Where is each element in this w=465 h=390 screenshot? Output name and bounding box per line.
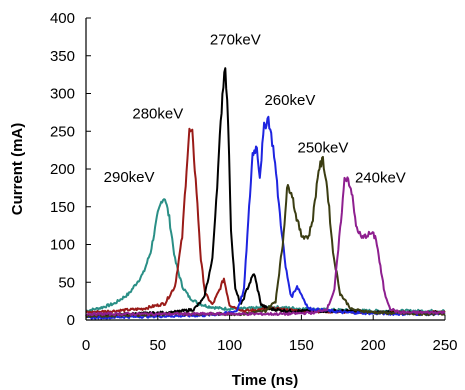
y-tick-label: 400 [50,10,75,27]
plot-area [86,18,445,320]
energy-label: 260keV [264,92,315,109]
energy-label: 290keV [104,169,155,186]
energy-label: 270keV [210,31,261,48]
axis-layer: 0 50 100 150 200 250 300 350 400 0 50 100 150 200 250 [50,10,458,354]
y-tick-label: 50 [58,274,75,291]
y-tick-label: 350 [50,48,75,65]
x-axis-title: Time (ns) [232,372,298,389]
y-tick-label: 0 [67,312,75,329]
y-axis-title: Current (mA) [9,123,26,216]
y-tick-label: 300 [50,86,75,103]
energy-label: 280keV [132,105,183,122]
y-tick-label: 250 [50,123,75,140]
y-tick-label: 150 [50,199,75,216]
x-tick-label: 150 [289,337,314,354]
series-layer [85,67,446,320]
y-tick-label: 100 [50,237,75,254]
x-tick-label: 50 [149,337,166,354]
x-tick-label: 200 [361,337,386,354]
y-tick-label: 200 [50,161,75,178]
energy-label: 250keV [298,139,349,156]
annotation-layer: 290keV 280keV 270keV 260keV 250keV 240keV [104,31,406,186]
x-tick-label: 250 [432,337,457,354]
energy-label: 240keV [355,170,406,187]
series-line-5 [85,176,446,317]
x-tick-label: 100 [217,337,242,354]
x-tick-label: 0 [82,337,90,354]
